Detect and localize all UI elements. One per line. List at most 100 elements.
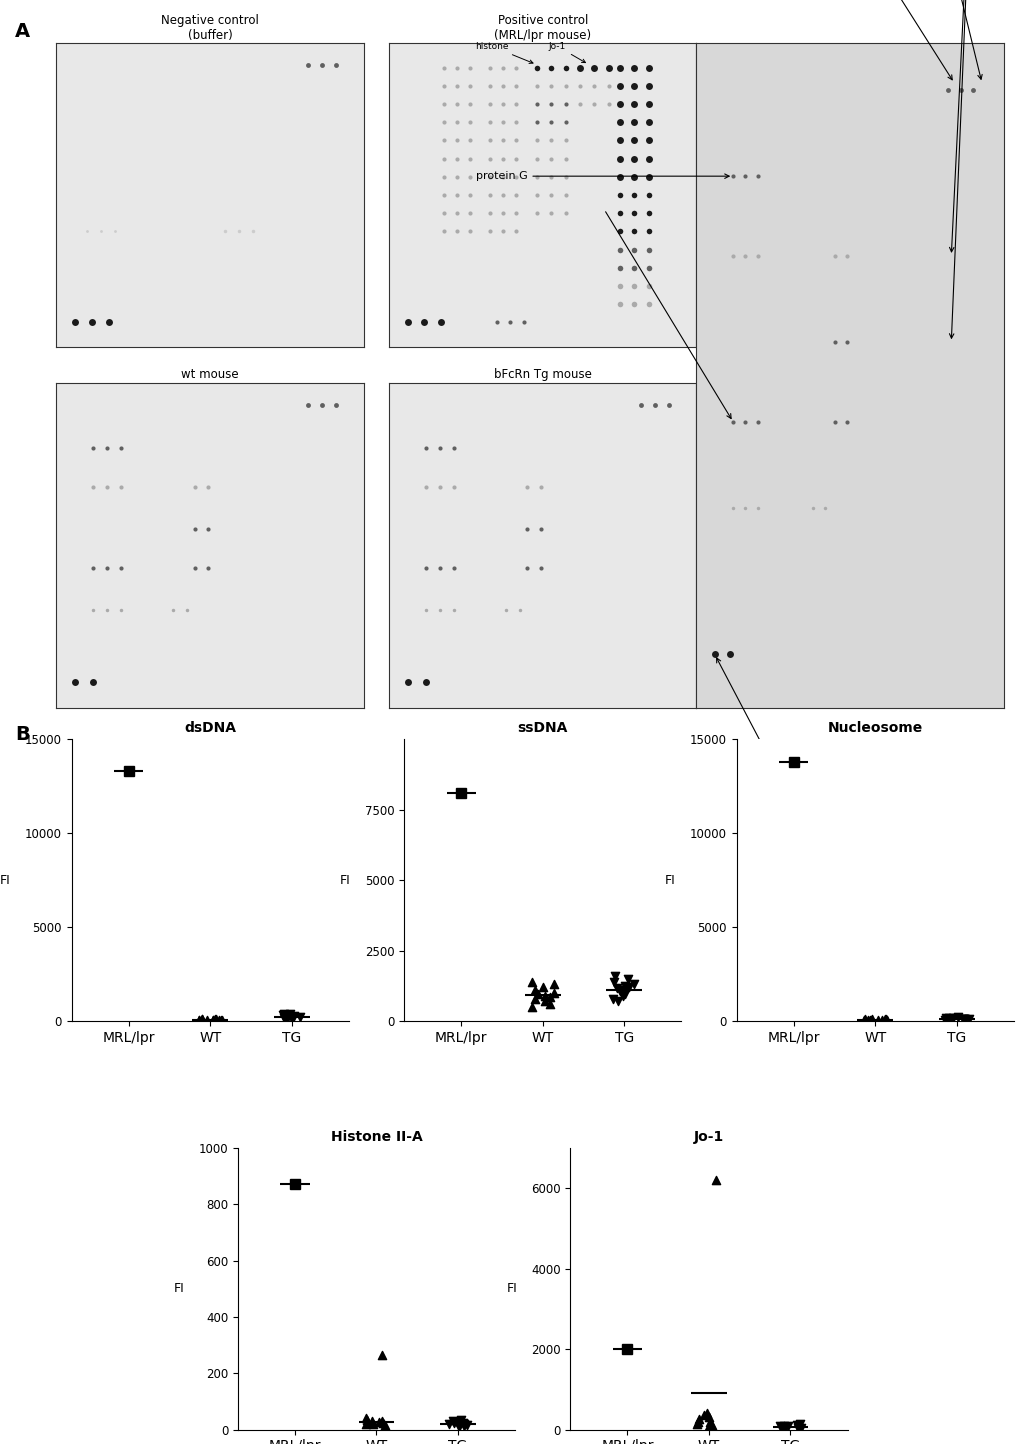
Point [357, 1412, 374, 1435]
Point [940, 1008, 956, 1031]
Point [938, 1006, 954, 1030]
Point [445, 1409, 462, 1432]
Text: dsDNA: dsDNA [699, 45, 732, 62]
Point [620, 967, 636, 991]
Point [275, 1002, 292, 1025]
Point [365, 1412, 381, 1435]
Point [611, 980, 628, 1004]
Point [459, 1414, 475, 1437]
Point [788, 1414, 805, 1437]
Text: Jo-1: Jo-1 [549, 42, 586, 62]
Point [956, 1008, 973, 1031]
Point [708, 1168, 724, 1191]
Point [542, 992, 558, 1015]
Point [535, 976, 551, 999]
Point [790, 1417, 806, 1440]
Point [604, 986, 621, 1009]
Point [700, 1406, 717, 1430]
Title: wt mouse: wt mouse [181, 368, 239, 381]
Point [205, 1009, 221, 1032]
Point [205, 1008, 221, 1031]
Point [538, 989, 554, 1012]
Point [877, 1008, 893, 1031]
Point [372, 1411, 388, 1434]
Point [546, 982, 562, 1005]
Point [456, 1412, 472, 1435]
Point [274, 1004, 291, 1027]
Point [199, 1008, 215, 1031]
Point [207, 1008, 223, 1031]
Point [941, 1006, 957, 1030]
Point [956, 1008, 973, 1031]
Point [279, 1006, 295, 1030]
Point [617, 983, 634, 1006]
Point [956, 1008, 973, 1031]
Point [772, 1414, 788, 1437]
Point [699, 1402, 716, 1425]
Point [857, 1008, 873, 1031]
Point [194, 1008, 210, 1031]
Point [213, 1008, 229, 1031]
Point [793, 1417, 809, 1440]
Point [610, 989, 627, 1012]
Y-axis label: FI: FI [666, 874, 676, 887]
Text: histone: histone [475, 42, 534, 64]
Point [859, 1008, 876, 1031]
Point [615, 979, 632, 1002]
Point [190, 1009, 207, 1032]
Point [961, 1008, 977, 1031]
Point [696, 1404, 713, 1427]
Point [456, 1415, 472, 1438]
Point [606, 970, 623, 993]
Point [949, 1006, 966, 1030]
Point [542, 986, 558, 1009]
Text: protein G: protein G [475, 172, 729, 180]
Point [357, 1406, 374, 1430]
Y-axis label: FI: FI [174, 1282, 184, 1295]
Point [440, 1412, 457, 1435]
Point [279, 1005, 295, 1028]
Point [701, 1409, 718, 1432]
Point [777, 1417, 794, 1440]
Title: Positive control
(MRL/lpr mouse): Positive control (MRL/lpr mouse) [495, 14, 591, 42]
Point [689, 1412, 706, 1435]
Point [621, 976, 637, 999]
Point [873, 1008, 890, 1031]
Point [191, 1008, 208, 1031]
Point [455, 1412, 471, 1435]
Point [526, 979, 543, 1002]
Point [793, 1412, 809, 1435]
Point [856, 1009, 872, 1032]
Point [691, 1408, 708, 1431]
Point [705, 1414, 721, 1437]
Point [208, 1008, 224, 1031]
Point [527, 986, 544, 1009]
Point [374, 1343, 390, 1366]
Title: dsDNA: dsDNA [184, 722, 237, 735]
Point [211, 1008, 227, 1031]
Point [863, 1008, 880, 1031]
Point [524, 995, 541, 1018]
Point [283, 1005, 299, 1028]
Y-axis label: FI: FI [506, 1282, 517, 1295]
Text: fibronectin: fibronectin [805, 0, 952, 79]
Point [774, 1415, 791, 1438]
Text: nucleosoma: nucleosoma [700, 105, 757, 121]
Point [626, 973, 642, 996]
Point [775, 1415, 792, 1438]
Text: ssDNA: ssDNA [697, 75, 731, 85]
Point [292, 1006, 308, 1030]
Point [445, 1411, 462, 1434]
Text: protein A: protein A [910, 0, 982, 79]
Point [943, 1008, 959, 1031]
Text: orientation spots: orientation spots [717, 658, 851, 829]
Point [452, 1415, 468, 1438]
Point [776, 1414, 793, 1437]
Point [945, 1006, 962, 1030]
Title: Negative control
(buffer): Negative control (buffer) [161, 14, 259, 42]
Point [879, 1008, 895, 1031]
Point [614, 985, 631, 1008]
Title: Nucleosome: Nucleosome [827, 722, 923, 735]
Point [450, 1411, 466, 1434]
Point [365, 1409, 381, 1432]
